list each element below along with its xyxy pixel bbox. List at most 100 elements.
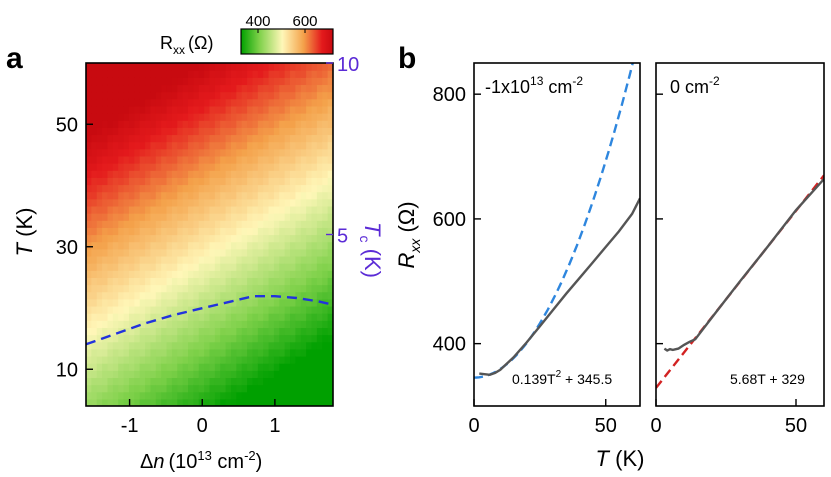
heatmap-cell <box>193 284 200 293</box>
heatmap-cell <box>284 63 291 71</box>
heatmap-cell <box>107 248 114 257</box>
heatmap-cell <box>139 291 146 300</box>
heatmap-cell <box>295 277 302 286</box>
heatmap-cell <box>128 213 135 221</box>
heatmap-cell <box>273 113 280 121</box>
heatmap-cell <box>273 348 280 357</box>
heatmap-cell <box>145 305 152 314</box>
heatmap-cell <box>128 170 135 178</box>
heatmap-cell <box>247 270 254 278</box>
heatmap-cell <box>252 334 259 343</box>
heatmap-cell <box>252 91 259 100</box>
heatmap-cell <box>112 141 119 150</box>
heatmap-cell <box>177 120 184 128</box>
heatmap-cell <box>209 170 216 178</box>
heatmap-cell <box>166 398 173 406</box>
heatmap-cell <box>139 277 146 286</box>
heatmap-cell <box>193 177 200 186</box>
heatmap-cell <box>91 341 98 350</box>
heatmap-cell <box>166 320 173 328</box>
heatmap-cell <box>247 141 254 150</box>
heatmap-cell <box>86 148 92 157</box>
heatmap-cell <box>139 234 146 243</box>
heatmap-cell <box>204 63 211 71</box>
heatmap-cell <box>327 370 333 379</box>
heatmap-cell <box>204 177 211 186</box>
heatmap-cell <box>155 291 162 300</box>
heatmap-cell <box>107 213 114 221</box>
heatmap-cell <box>279 184 286 193</box>
heatmap-cell <box>268 241 275 250</box>
heatmap-cell <box>139 284 146 293</box>
heatmap-cell <box>316 91 323 100</box>
heatmap-cell <box>263 398 270 406</box>
heatmap-cell <box>91 148 98 157</box>
heatmap-cell <box>134 341 141 350</box>
heatmap-cell <box>112 370 119 379</box>
heatmap-cell <box>257 255 264 264</box>
heatmap-cell <box>188 391 194 400</box>
heatmap-cell <box>177 284 184 293</box>
heatmap-cell <box>290 134 297 143</box>
heatmap-cell <box>257 105 264 114</box>
heatmap-cell <box>91 163 98 171</box>
heatmap-cell <box>300 398 307 406</box>
heatmap-cell <box>204 248 211 257</box>
heatmap-cell <box>316 120 323 128</box>
heatmap-cell <box>118 277 125 286</box>
heatmap-cell <box>214 105 221 114</box>
heatmap-cell <box>182 334 189 343</box>
heatmap-cell <box>257 113 264 121</box>
heatmap-cell <box>279 120 286 128</box>
heatmap-cell <box>91 220 98 228</box>
heatmap-cell <box>96 184 103 193</box>
heatmap-cell <box>268 134 275 143</box>
heatmap-cell <box>230 263 237 271</box>
heatmap-cell <box>150 105 157 114</box>
heatmap-cell <box>188 163 194 171</box>
heatmap-cell <box>311 248 318 257</box>
heatmap-cell <box>128 355 135 364</box>
heatmap-cell <box>236 198 243 207</box>
heatmap-cell <box>155 241 162 250</box>
heatmap-cell <box>182 348 189 357</box>
heatmap-cell <box>86 291 92 300</box>
heatmap-cell <box>102 120 109 128</box>
heatmap-cell <box>225 113 232 121</box>
heatmap-cell <box>86 184 92 193</box>
heatmap-cell <box>230 127 237 136</box>
heatmap-cell <box>279 91 286 100</box>
heatmap-cell <box>171 84 178 93</box>
heatmap-cell <box>295 363 302 371</box>
heatmap-cell <box>263 70 270 78</box>
heatmap-cell <box>128 113 135 121</box>
heatmap-cell <box>166 291 173 300</box>
heatmap-cell <box>268 313 275 321</box>
heatmap-cell <box>306 370 313 379</box>
heatmap-cell <box>177 63 184 71</box>
heatmap-cell <box>252 313 259 321</box>
heatmap-cell <box>118 263 125 271</box>
heatmap-cell <box>220 120 227 128</box>
heatmap-cell <box>188 313 194 321</box>
heatmap-cell <box>322 205 329 214</box>
heatmap-cell <box>279 241 286 250</box>
heatmap-cell <box>171 348 178 357</box>
heatmap-cell <box>327 213 333 221</box>
heatmap-cell <box>236 98 243 107</box>
heatmap-cell <box>150 341 157 350</box>
heatmap-cell <box>161 98 168 107</box>
heatmap-cell <box>225 213 232 221</box>
heatmap-cell <box>273 377 280 386</box>
heatmap-cell <box>257 298 264 307</box>
heatmap-cell <box>236 327 243 336</box>
heatmap-cell <box>316 291 323 300</box>
heatmap-cell <box>96 355 103 364</box>
heatmap-cell <box>290 341 297 350</box>
heatmap-cell <box>134 148 141 157</box>
heatmap-cell <box>182 84 189 93</box>
heatmap-cell <box>311 384 318 393</box>
heatmap-cell <box>128 220 135 228</box>
heatmap-cell <box>230 105 237 114</box>
heatmap-cell <box>91 70 98 78</box>
